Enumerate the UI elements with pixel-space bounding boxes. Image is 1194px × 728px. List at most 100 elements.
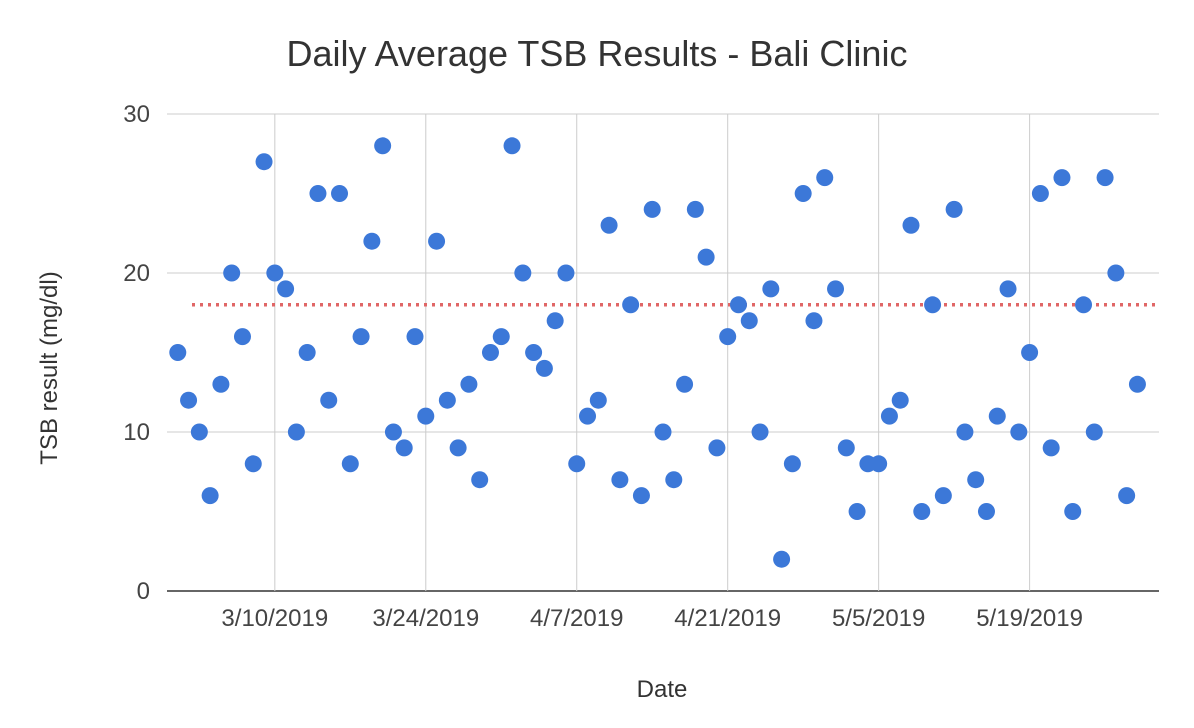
data-point: [967, 471, 985, 489]
data-point: [999, 280, 1017, 298]
data-point: [1010, 423, 1028, 441]
data-point: [600, 216, 618, 234]
grid-lines: [167, 113, 1159, 592]
data-point: [827, 280, 845, 298]
data-point: [622, 296, 640, 314]
data-point: [686, 200, 704, 218]
data-point: [1042, 439, 1060, 457]
data-point: [287, 423, 305, 441]
data-point: [956, 423, 974, 441]
data-point: [352, 328, 370, 346]
x-tick-label: 5/5/2019: [832, 605, 925, 632]
data-point: [1107, 264, 1125, 282]
data-point: [611, 471, 629, 489]
data-point: [708, 439, 726, 457]
data-point: [1128, 375, 1146, 393]
data-point: [719, 328, 737, 346]
x-axis-title: Date: [637, 676, 688, 703]
data-point: [913, 503, 931, 520]
y-tick-label: 10: [123, 419, 150, 446]
data-point: [1085, 423, 1103, 441]
data-point: [697, 248, 715, 266]
data-point: [471, 471, 489, 489]
data-point: [762, 280, 780, 298]
data-point: [1053, 169, 1071, 187]
data-point: [212, 375, 230, 393]
data-point: [924, 296, 942, 314]
data-point: [934, 487, 952, 505]
data-point: [1021, 344, 1039, 361]
data-point: [557, 264, 575, 282]
data-point: [579, 407, 597, 425]
data-point: [298, 344, 316, 361]
data-point: [546, 312, 564, 330]
data-point: [233, 328, 251, 346]
data-point: [395, 439, 413, 457]
data-point: [816, 169, 834, 187]
y-tick-label: 0: [137, 578, 150, 605]
data-point: [492, 328, 510, 346]
x-tick-label: 4/7/2019: [530, 605, 623, 632]
y-tick-label: 20: [123, 260, 150, 287]
data-point: [632, 487, 650, 505]
data-point: [751, 423, 769, 441]
data-point: [255, 153, 273, 171]
data-point: [428, 232, 446, 250]
y-axis-title: TSB result (mg/dl): [36, 271, 63, 464]
data-point: [331, 185, 349, 202]
data-point: [514, 264, 532, 282]
data-point: [244, 455, 262, 473]
data-point: [654, 423, 672, 441]
data-point: [837, 439, 855, 457]
data-point: [773, 550, 791, 568]
data-point: [190, 423, 208, 441]
data-point: [266, 264, 284, 282]
x-tick-label: 4/21/2019: [674, 605, 781, 632]
data-point: [977, 503, 995, 520]
data-point: [438, 391, 456, 409]
data-point: [794, 185, 812, 202]
data-point: [417, 407, 435, 425]
data-point: [481, 344, 499, 361]
data-point: [406, 328, 424, 346]
data-point: [1118, 487, 1136, 505]
data-point: [902, 216, 920, 234]
data-point: [384, 423, 402, 441]
data-point: [848, 503, 866, 520]
data-point: [1064, 503, 1082, 520]
data-point: [880, 407, 898, 425]
data-point: [783, 455, 801, 473]
data-point: [320, 391, 338, 409]
y-tick-label: 30: [123, 101, 150, 128]
data-point: [341, 455, 359, 473]
data-point: [503, 137, 521, 155]
data-point: [449, 439, 467, 457]
data-point: [643, 200, 661, 218]
chart-title: Daily Average TSB Results - Bali Clinic: [287, 33, 908, 74]
data-point: [870, 455, 888, 473]
data-point: [363, 232, 381, 250]
data-point: [223, 264, 241, 282]
data-point: [535, 359, 553, 377]
data-point: [589, 391, 607, 409]
data-point: [374, 137, 392, 155]
data-points: [169, 137, 1146, 568]
data-point: [169, 344, 187, 361]
data-point: [676, 375, 694, 393]
data-point: [460, 375, 478, 393]
x-tick-label: 3/10/2019: [221, 605, 328, 632]
data-point: [525, 344, 543, 361]
data-point: [201, 487, 219, 505]
axis-labels: 0 10 20 30 3/10/2019 3/24/2019 4/7/2019 4/21/20…: [123, 101, 1083, 632]
data-point: [309, 185, 327, 202]
data-point: [805, 312, 823, 330]
data-point: [1031, 185, 1049, 202]
data-point: [180, 391, 198, 409]
data-point: [568, 455, 586, 473]
data-point: [1096, 169, 1114, 187]
data-point: [729, 296, 747, 314]
x-tick-label: 3/24/2019: [372, 605, 479, 632]
data-point: [945, 200, 963, 218]
data-point: [1075, 296, 1093, 314]
